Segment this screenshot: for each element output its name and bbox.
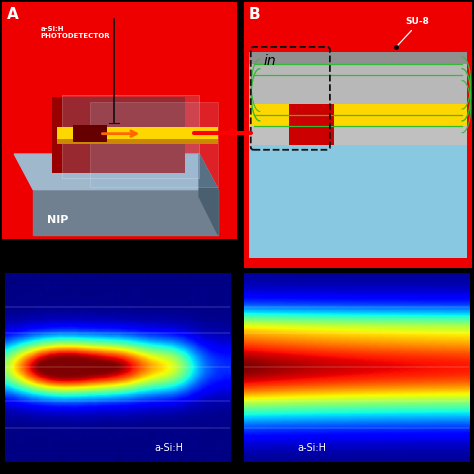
Text: SU-8: SU-8 xyxy=(405,17,429,26)
Bar xyxy=(57,127,218,140)
Text: a-Si:H
PHOTODETECTOR: a-Si:H PHOTODETECTOR xyxy=(40,26,110,39)
Bar xyxy=(249,52,467,64)
Bar xyxy=(249,104,467,126)
Text: in: in xyxy=(263,54,276,68)
Bar xyxy=(73,125,107,142)
Polygon shape xyxy=(199,154,218,235)
Bar xyxy=(52,97,185,173)
Text: a-Si:H: a-Si:H xyxy=(155,443,183,453)
Polygon shape xyxy=(33,190,218,235)
Bar xyxy=(2,2,237,239)
Bar xyxy=(244,2,472,268)
Text: NIP: NIP xyxy=(47,215,69,226)
Bar xyxy=(249,126,467,145)
Text: a-Si:H: a-Si:H xyxy=(297,443,326,453)
Bar xyxy=(57,139,218,144)
Polygon shape xyxy=(14,154,218,190)
Bar xyxy=(289,104,334,145)
Bar xyxy=(249,145,467,258)
Polygon shape xyxy=(90,102,218,187)
Polygon shape xyxy=(62,95,199,178)
Text: B: B xyxy=(249,7,261,22)
Text: A: A xyxy=(7,7,19,22)
Bar xyxy=(249,64,467,104)
